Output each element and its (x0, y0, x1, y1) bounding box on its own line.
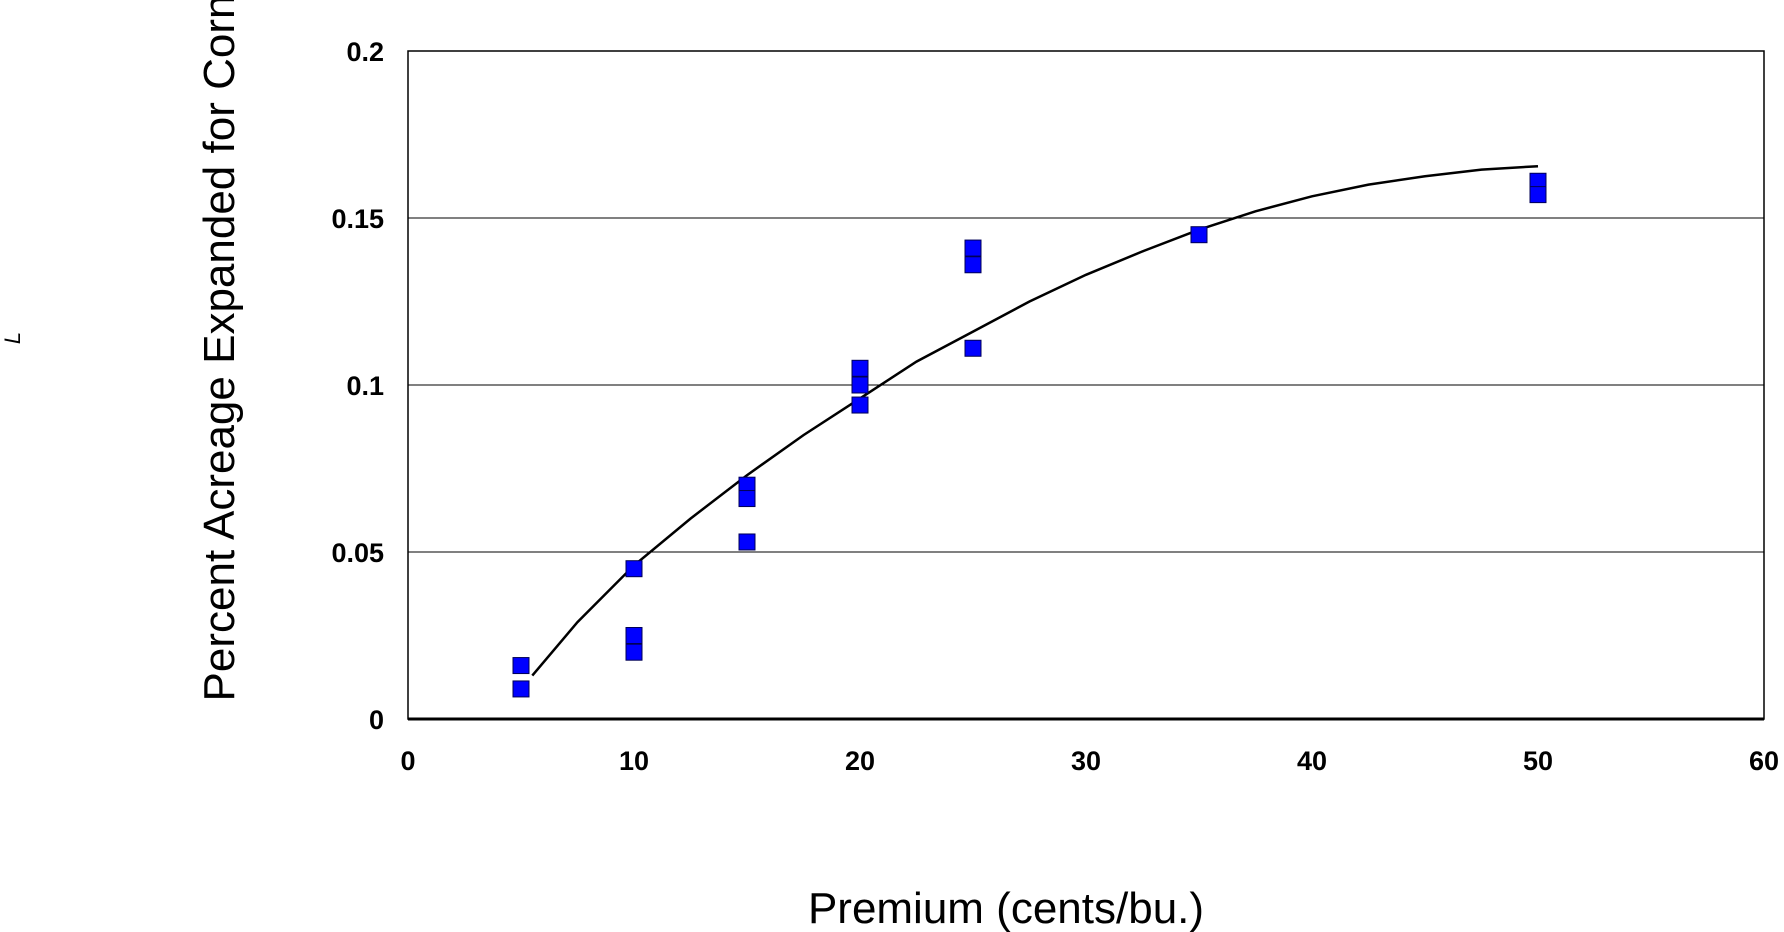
gridlines (408, 217, 1764, 553)
data-point (964, 256, 982, 274)
y-axis-title: Percent Acreage Expanded for Corn (195, 0, 244, 701)
x-tick-label: 40 (1297, 746, 1327, 776)
y-tick-label: 0.2 (346, 37, 384, 67)
y-tick-label: 0 (369, 705, 384, 735)
x-tick-labels: 0 10 20 30 40 50 60 (400, 746, 1779, 776)
data-point (625, 627, 643, 644)
data-point (851, 359, 869, 377)
data-point (964, 239, 982, 257)
data-point (512, 680, 530, 698)
x-tick-label: 30 (1071, 746, 1101, 776)
x-tick-label: 20 (845, 746, 875, 776)
y-tick-labels: 0 0.05 0.1 0.15 0.2 (331, 37, 384, 735)
x-tick-label: 10 (619, 746, 649, 776)
data-point (738, 490, 756, 508)
x-tick-label: 50 (1523, 746, 1553, 776)
data-point (1190, 226, 1208, 244)
y-tick-label: 0.05 (331, 538, 384, 568)
x-tick-label: 0 (400, 746, 415, 776)
data-point (625, 560, 643, 578)
stray-mark-text: L (0, 332, 25, 344)
data-point (1529, 186, 1547, 204)
fit-line (531, 164, 1539, 677)
data-point (851, 396, 869, 414)
x-tick-label: 60 (1749, 746, 1779, 776)
data-point (964, 339, 982, 357)
y-tick-label: 0.15 (331, 204, 384, 234)
x-axis-title: Premium (cents/bu.) (808, 884, 1204, 932)
data-points (512, 172, 1547, 698)
data-point (625, 643, 643, 661)
data-point (851, 376, 869, 394)
fit-line-layer (531, 164, 1539, 677)
y-tick-label: 0.1 (346, 371, 384, 401)
data-point (512, 657, 530, 675)
data-point (738, 533, 756, 551)
